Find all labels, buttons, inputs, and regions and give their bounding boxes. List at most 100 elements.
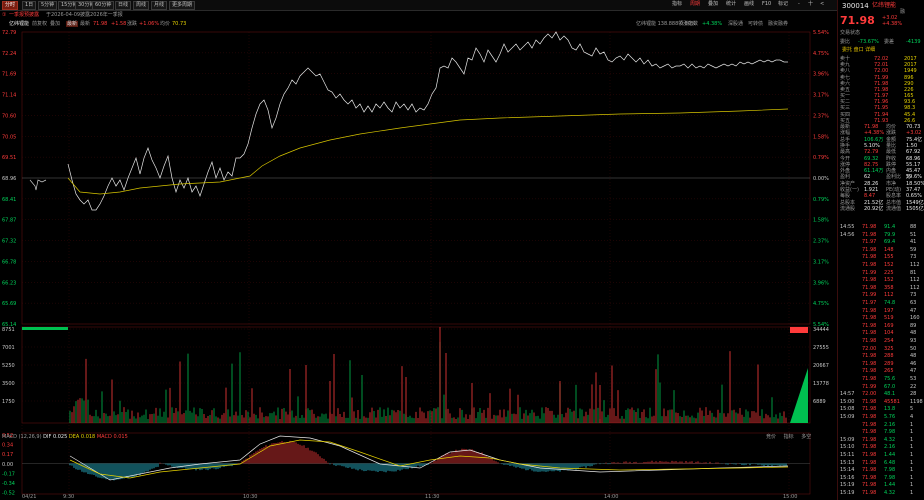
trade-count: 1 xyxy=(910,444,914,451)
stat-label: 金额 xyxy=(886,136,897,143)
stat-value: 8.47 xyxy=(864,193,876,200)
period-tab-60min[interactable]: 60分钟 xyxy=(92,1,115,10)
stat-value: 28.26 xyxy=(864,180,879,187)
minus-button[interactable]: - xyxy=(798,1,800,7)
tab-margin[interactable]: 融资融券 xyxy=(768,21,789,27)
intraday-chart[interactable]: 72.79 72.24 71.69 71.14 70.60 70.05 69.51 68.96… xyxy=(0,28,836,500)
latest-change: +1.58 xyxy=(111,21,127,27)
period-tab-more[interactable]: 更多周期 xyxy=(169,1,196,10)
trade-time: 15:11 xyxy=(840,452,855,458)
bid-volume: 26.6 xyxy=(904,117,916,124)
trade-volume: 67.0 xyxy=(884,383,896,390)
tab-indicator[interactable]: 指标 xyxy=(783,434,794,440)
stat-label: 流通值 xyxy=(886,205,902,212)
trade-row: 71.99 225 81 xyxy=(838,270,924,276)
macd-title: MACD (12,26,9) xyxy=(2,434,42,440)
period-tab-weekly[interactable]: 周线 xyxy=(133,1,150,10)
period-tab-daily[interactable]: 日线 xyxy=(115,1,132,10)
stat-label: 流通股 xyxy=(840,205,856,212)
trade-volume: 2.16 xyxy=(884,421,896,428)
stat-value: 5.10% xyxy=(864,142,880,149)
stats-row: 收益(一) 1.921 PE(动) 37.47 xyxy=(838,187,924,193)
stat-value: 72.79 xyxy=(864,149,879,156)
period-tab-monthly[interactable]: 月线 xyxy=(151,1,168,10)
back-button[interactable]: < xyxy=(820,1,825,7)
trade-row: 15:08 71.98 13.8 5 xyxy=(838,406,924,412)
bid-row: 买五 71.93 26.6 xyxy=(838,118,924,124)
volume-tick-left: 7001 xyxy=(2,345,15,351)
chart-gridlines xyxy=(21,31,811,495)
price-tick-label: 69.51 xyxy=(2,155,16,161)
trade-row: 71.98 152 112 xyxy=(838,277,924,283)
trade-count: 112 xyxy=(910,284,920,291)
stat-value: 75.4亿 xyxy=(906,136,923,143)
pct-value: +1.06% xyxy=(139,21,160,27)
bid-volume: 93.6 xyxy=(904,99,916,106)
trade-row: 71.97 74.8 63 xyxy=(838,300,924,306)
trade-count: 1 xyxy=(910,452,914,458)
volume-tick-right: 20667 xyxy=(813,363,829,369)
volume-tick-left: 8751 xyxy=(2,327,15,333)
overlay-tab[interactable]: 叠加 xyxy=(50,21,61,27)
ask-row: 卖九 72.01 2017 xyxy=(838,62,924,68)
period-tab-intraday[interactable]: 分时 xyxy=(2,1,19,10)
macd-tick-label: -0.52 xyxy=(2,491,15,497)
bid-level: 买一 xyxy=(840,93,851,99)
trade-price: 71.98 xyxy=(862,376,877,382)
avg-label: 均价 xyxy=(160,21,171,27)
draw-menu[interactable]: 画线 xyxy=(744,1,755,7)
tab-longshort[interactable]: 多空 xyxy=(801,434,812,440)
period-tab-5min[interactable]: 5分钟 xyxy=(38,1,58,10)
trade-price: 71.98 xyxy=(862,429,877,436)
ask-row: 卖六 71.98 290 xyxy=(838,81,924,87)
time-tick-label: 04/21 xyxy=(22,494,36,500)
trade-count: 112 xyxy=(910,277,920,284)
trade-row: 15:19 71.98 4.32 1 xyxy=(838,490,924,496)
f10-button[interactable]: F10 xyxy=(762,1,772,7)
dif-value: 0.025 xyxy=(52,434,68,440)
chart-header: 亿纬锂能 前复权 叠加 最新 最新 71.98 +1.58 涨跌 +1.06% … xyxy=(0,20,836,28)
trade-volume: 7.98 xyxy=(884,474,896,481)
adjust-tab[interactable]: 前复权 xyxy=(32,21,48,27)
ask-volume: 2017 xyxy=(904,62,917,69)
stat-value: 37.47 xyxy=(906,187,921,193)
stat-label: 收益(一) xyxy=(840,187,859,193)
time-tick-label: 10:30 xyxy=(243,494,257,500)
notice-title[interactable]: 一季报预披露 xyxy=(9,12,40,18)
indicator-menu[interactable]: 指标 xyxy=(672,1,683,7)
bid-price: 71.96 xyxy=(874,99,889,106)
bid-volume: 98.3 xyxy=(904,105,916,112)
tab-auction[interactable]: 竞价 xyxy=(766,434,777,440)
pct-tick-label: 0.00% xyxy=(813,176,829,182)
stat-label: 涨停 xyxy=(840,161,851,168)
trade-price: 71.98 xyxy=(862,284,877,291)
trade-volume: 1.44 xyxy=(884,482,896,489)
period-menu[interactable]: 周期 xyxy=(690,1,701,7)
period-tab-1day[interactable]: 1日 xyxy=(22,1,37,10)
trade-count: 1198 xyxy=(910,398,923,405)
ask-level: 卖五 xyxy=(840,87,851,93)
volume-tick-left: 5250 xyxy=(2,363,15,369)
trade-price: 71.97 xyxy=(862,300,877,306)
stats-row: 每股 8.47 股息率 0.65% xyxy=(838,193,924,199)
trade-price: 71.98 xyxy=(862,436,877,443)
notice-tag: ① xyxy=(2,12,7,18)
trade-time: 14:56 xyxy=(840,231,855,238)
mark-button[interactable]: 标记 xyxy=(778,1,789,7)
price-series xyxy=(29,31,789,211)
trade-price: 71.98 xyxy=(862,368,877,375)
stat-value: 68.96 xyxy=(906,155,921,162)
overlay-menu[interactable]: 叠加 xyxy=(708,1,719,7)
trade-price: 71.98 xyxy=(862,360,877,367)
macd-tick-label: 0.34 xyxy=(2,443,13,449)
trade-status-label: 交易状态 xyxy=(840,30,861,36)
pct-tick-label: 5.54% xyxy=(813,322,829,328)
tab-northbound[interactable]: 深股通 xyxy=(728,21,744,27)
stats-menu[interactable]: 统计 xyxy=(726,1,737,7)
trade-price: 71.98 xyxy=(862,482,877,489)
bid-level: 买二 xyxy=(840,99,851,106)
orderbook-banner[interactable]: 委托 盘口 详细 xyxy=(842,47,876,53)
stat-value: 59.6% xyxy=(906,174,922,181)
tab-convertible[interactable]: 可转债 xyxy=(748,21,764,27)
crosshair-button[interactable]: 十 xyxy=(808,1,814,7)
